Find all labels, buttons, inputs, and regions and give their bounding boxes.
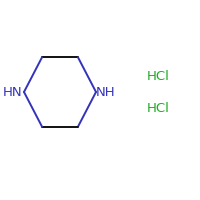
Text: HCl: HCl bbox=[147, 102, 169, 114]
Text: HCl: HCl bbox=[147, 70, 169, 82]
Text: HN: HN bbox=[3, 86, 23, 98]
Text: NH: NH bbox=[96, 86, 115, 98]
